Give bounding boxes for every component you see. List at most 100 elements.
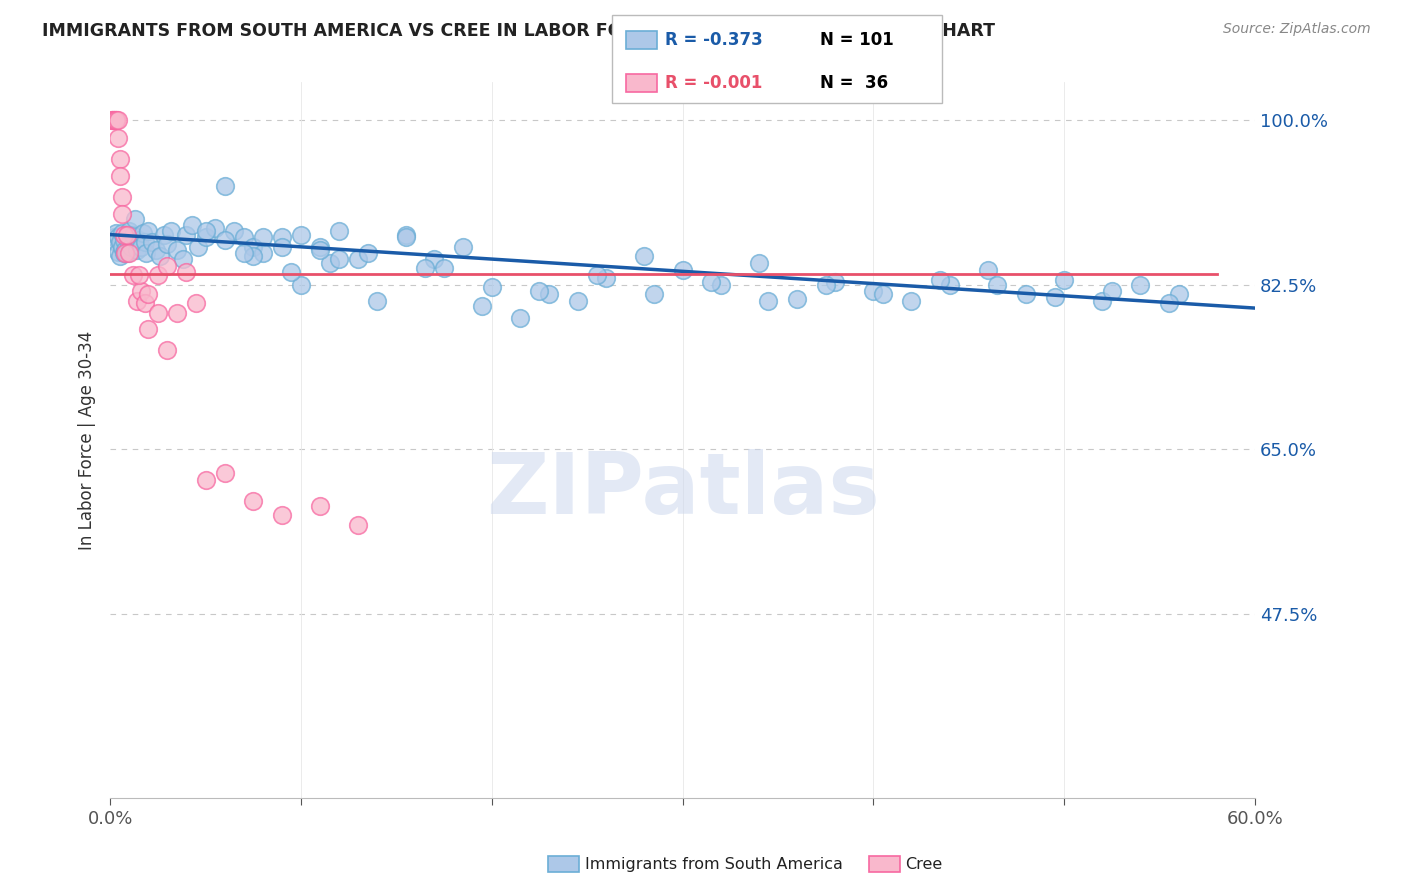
Point — [187, 240, 209, 254]
Point — [128, 233, 150, 247]
Point — [104, 112, 127, 127]
Point — [172, 252, 194, 266]
Point — [328, 252, 350, 266]
Point — [242, 494, 264, 508]
Text: Immigrants from South America: Immigrants from South America — [585, 857, 842, 871]
Point — [103, 112, 125, 127]
Point — [451, 240, 474, 254]
Point — [1043, 290, 1066, 304]
Point — [103, 230, 125, 244]
Point — [309, 240, 332, 254]
Point — [585, 268, 607, 282]
Point — [413, 261, 436, 276]
Point — [977, 263, 1000, 277]
Point — [1129, 277, 1152, 292]
Point — [232, 246, 254, 260]
Point — [112, 246, 135, 260]
Point — [146, 306, 169, 320]
Point — [104, 235, 127, 249]
Point — [160, 224, 183, 238]
Point — [280, 265, 302, 279]
Point — [328, 224, 350, 238]
Point — [242, 249, 264, 263]
Point — [1053, 273, 1076, 287]
Point — [146, 268, 169, 282]
Point — [117, 227, 139, 242]
Point — [643, 287, 665, 301]
Point — [633, 249, 655, 263]
Point — [214, 466, 236, 480]
Point — [748, 256, 770, 270]
Point — [395, 230, 418, 244]
Point — [135, 246, 157, 260]
Point — [129, 240, 152, 254]
Point — [318, 256, 340, 270]
Point — [129, 284, 152, 298]
Point — [176, 227, 198, 242]
Point — [110, 240, 132, 254]
Point — [814, 277, 837, 292]
Point — [118, 246, 141, 260]
Y-axis label: In Labor Force | Age 30-34: In Labor Force | Age 30-34 — [79, 330, 96, 549]
Point — [309, 499, 332, 513]
Text: N =  36: N = 36 — [820, 74, 887, 92]
Point — [595, 271, 617, 285]
Text: Source: ZipAtlas.com: Source: ZipAtlas.com — [1223, 22, 1371, 37]
Point — [242, 240, 264, 254]
Point — [204, 221, 226, 235]
Point — [1157, 296, 1180, 310]
Point — [214, 178, 236, 193]
Point — [114, 246, 136, 260]
Point — [156, 259, 179, 273]
Point — [537, 287, 560, 301]
Point — [101, 112, 124, 127]
Text: ZIPatlas: ZIPatlas — [485, 449, 879, 532]
Point — [108, 235, 131, 249]
Point — [471, 299, 494, 313]
Point — [128, 268, 150, 282]
Point — [134, 296, 156, 310]
Point — [112, 233, 135, 247]
Point — [141, 235, 163, 249]
Point — [122, 227, 145, 242]
Point — [290, 227, 312, 242]
Point — [114, 243, 136, 257]
Point — [108, 169, 131, 183]
Point — [107, 131, 129, 145]
Point — [1091, 293, 1114, 308]
Point — [181, 218, 204, 232]
Point — [395, 227, 418, 242]
Point — [166, 243, 188, 257]
Point — [270, 240, 292, 254]
Point — [232, 230, 254, 244]
Point — [224, 224, 246, 238]
Point — [134, 235, 156, 249]
Point — [136, 287, 159, 301]
Point — [929, 273, 952, 287]
Point — [136, 322, 159, 336]
Text: N = 101: N = 101 — [820, 31, 893, 49]
Point — [125, 243, 148, 257]
Point — [117, 230, 139, 244]
Point — [509, 310, 531, 325]
Point — [710, 277, 733, 292]
Point — [872, 287, 894, 301]
Point — [938, 277, 960, 292]
Point — [110, 190, 132, 204]
Point — [103, 112, 125, 127]
Point — [194, 224, 217, 238]
Point — [270, 230, 292, 244]
Point — [433, 261, 456, 276]
Point — [347, 517, 370, 532]
Point — [756, 293, 779, 308]
Point — [112, 227, 135, 242]
Point — [347, 252, 370, 266]
Point — [1101, 284, 1123, 298]
Point — [529, 284, 551, 298]
Point — [107, 112, 129, 127]
Point — [1167, 287, 1189, 301]
Point — [176, 265, 198, 279]
Point — [152, 227, 174, 242]
Point — [166, 306, 188, 320]
Point — [108, 249, 131, 263]
